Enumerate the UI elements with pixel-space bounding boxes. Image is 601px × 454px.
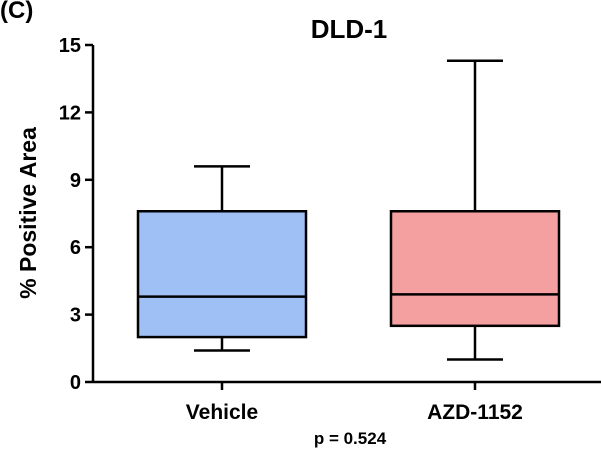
y-tick-label: 12 [59, 102, 81, 124]
y-axis-label: % Positive Area [15, 127, 41, 299]
axes [91, 45, 601, 384]
iqr-box [136, 210, 308, 339]
x-category-label: AZD-1152 [427, 401, 523, 424]
x-categories: Vehicle AZD-1152 [186, 382, 523, 424]
box-vehicle [136, 165, 308, 352]
chart-title: DLD-1 [311, 14, 388, 44]
boxes [136, 59, 561, 361]
x-category-label: Vehicle [186, 401, 258, 424]
y-tick-label: 9 [70, 170, 81, 192]
iqr-box [389, 210, 561, 328]
y-tick-label: 0 [70, 372, 81, 394]
y-tick-label: 15 [59, 35, 81, 57]
box-azd-1152 [389, 59, 561, 361]
p-value-annotation: p = 0.524 [314, 429, 387, 448]
y-ticks: 0 3 6 9 12 15 [59, 35, 93, 394]
panel-label: (C) [0, 0, 33, 24]
y-tick-label: 6 [70, 237, 81, 259]
y-tick-label: 3 [70, 305, 81, 327]
